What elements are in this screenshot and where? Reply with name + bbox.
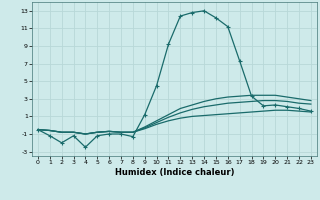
X-axis label: Humidex (Indice chaleur): Humidex (Indice chaleur) bbox=[115, 168, 234, 177]
